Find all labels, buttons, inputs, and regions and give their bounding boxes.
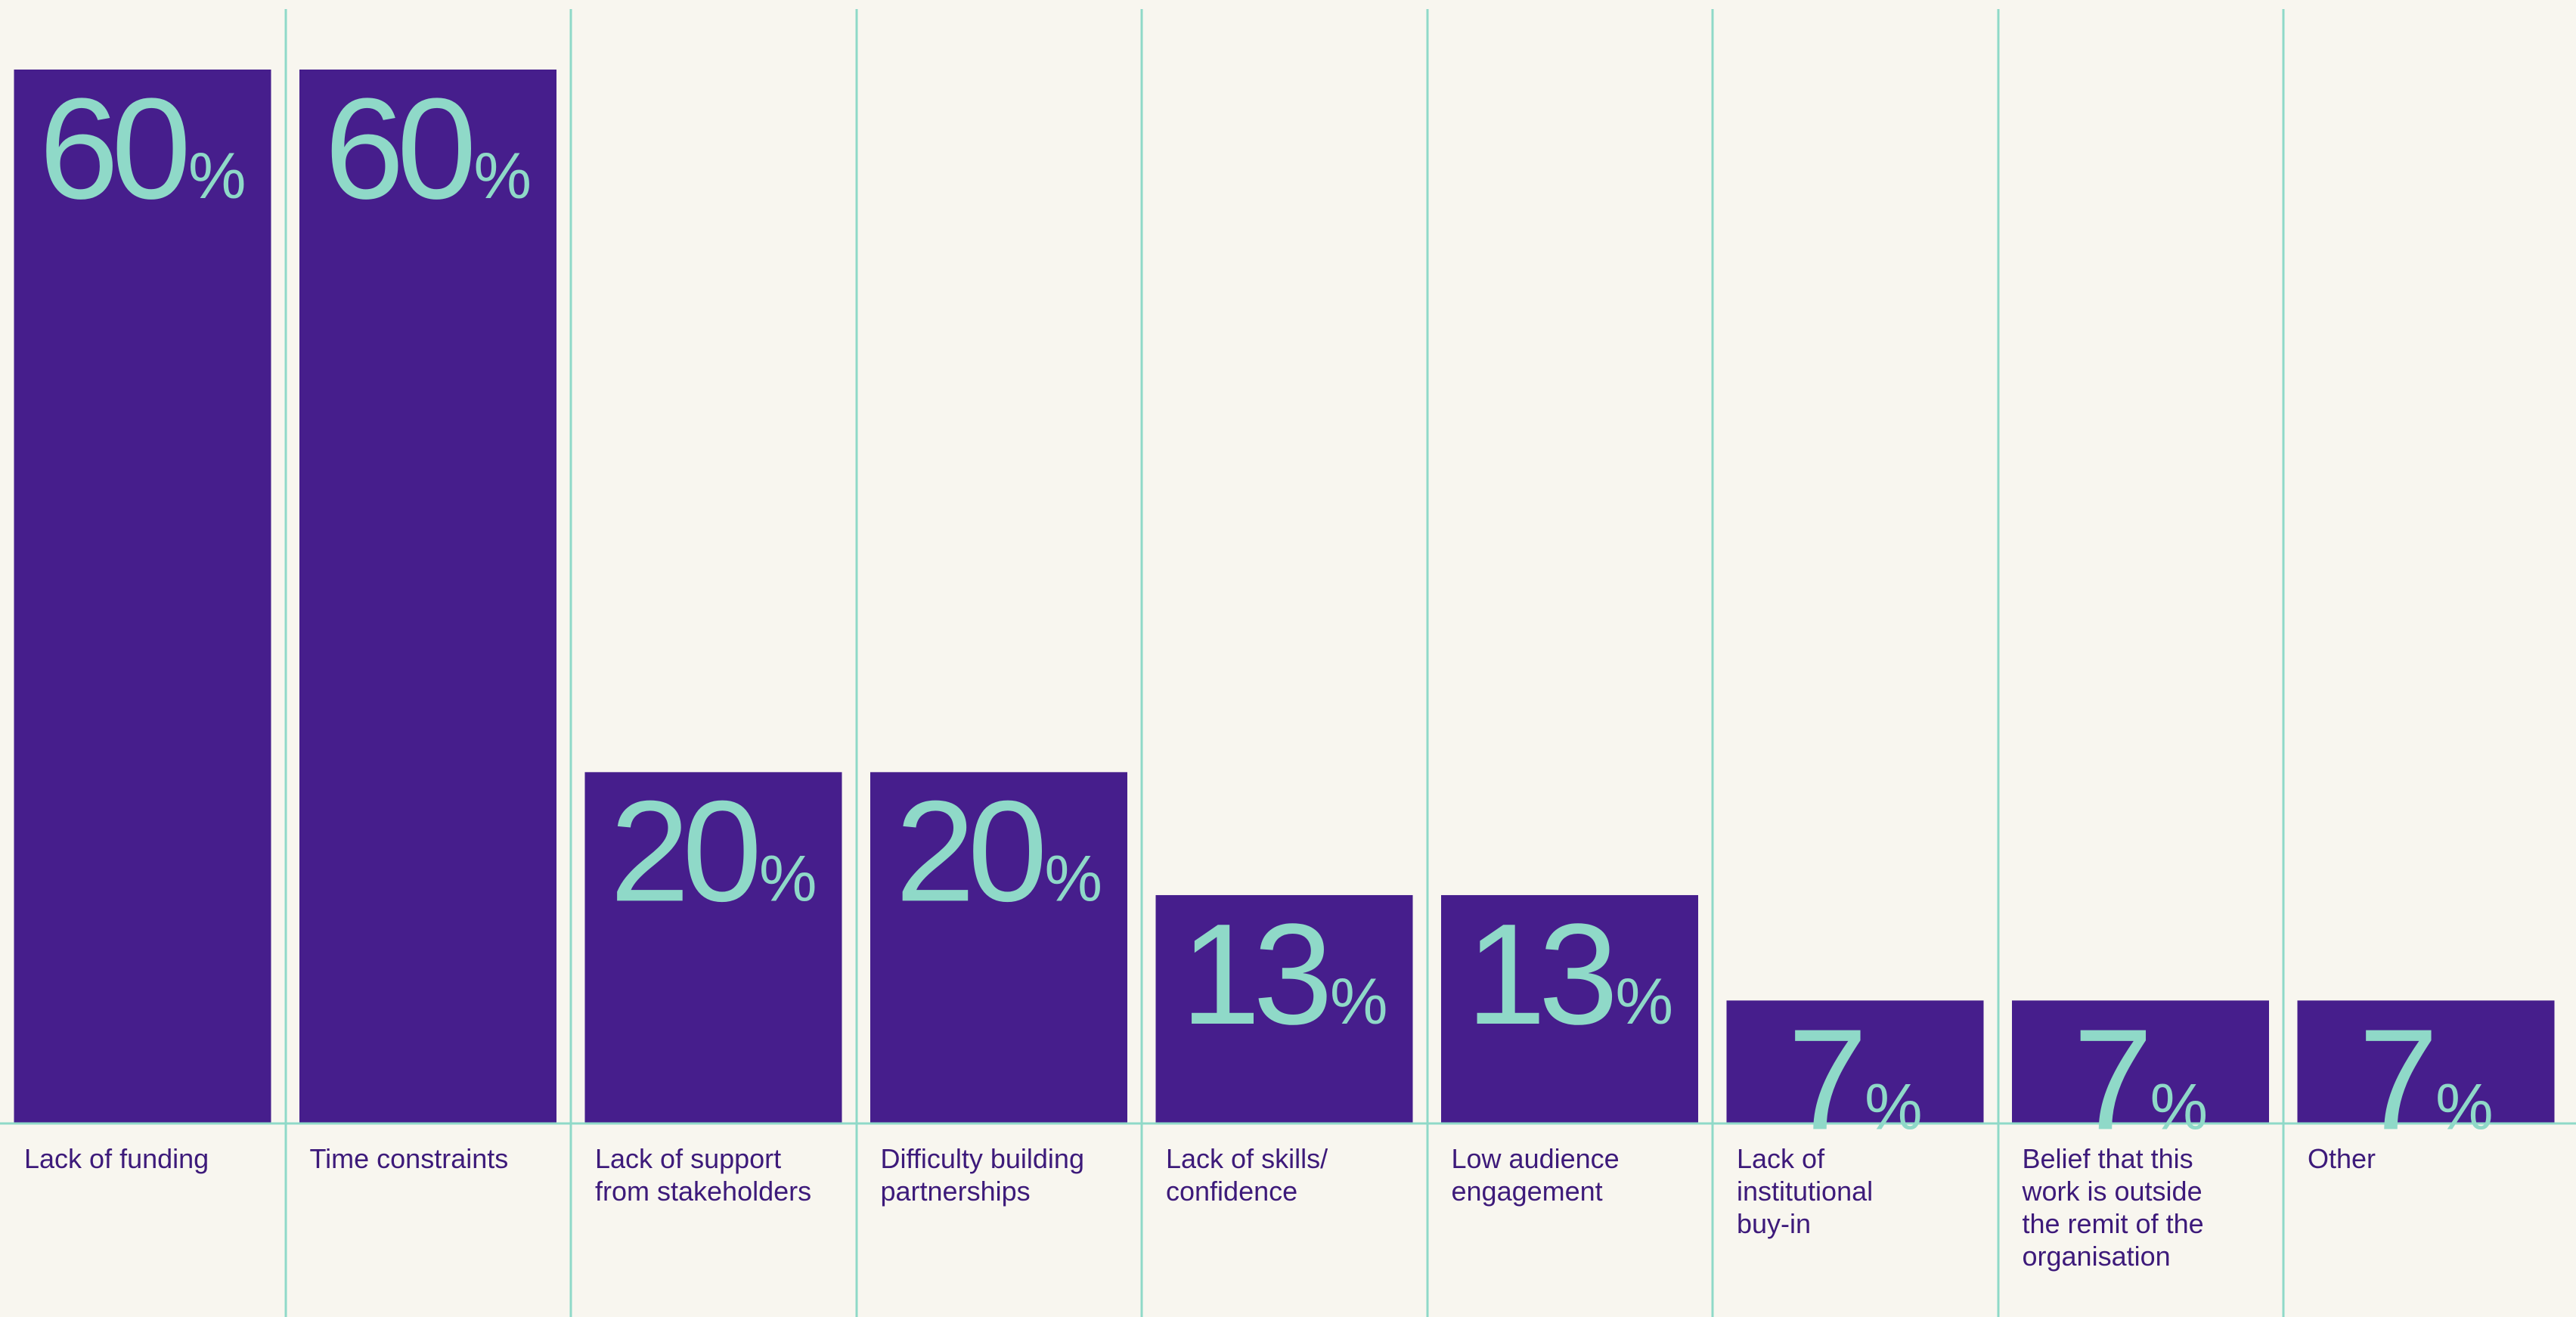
category-label-line: engagement (1452, 1176, 1603, 1207)
bar-value-number: 7 (2358, 999, 2432, 1160)
bar-value-unit: % (1330, 965, 1387, 1038)
category-label-line: from stakeholders (595, 1176, 811, 1207)
bar (870, 772, 1127, 1123)
bar-group: 7% (2012, 999, 2269, 1160)
category-label-line: work is outside (2022, 1176, 2202, 1207)
bar-value-unit: % (473, 140, 531, 212)
bar-value-unit: % (1865, 1071, 1922, 1143)
category-label: Lack of funding (24, 1143, 209, 1174)
category-label-line: organisation (2023, 1241, 2171, 1272)
category-label-line: Other (2308, 1143, 2376, 1174)
bar-value-label: 7% (2073, 999, 2208, 1160)
category-label-line: Difficulty building (881, 1143, 1084, 1174)
bar-value-unit: % (1044, 842, 1102, 915)
bar-group: 7% (1726, 999, 1984, 1160)
category-label: Lack of support from stakeholders (595, 1143, 811, 1207)
bar-value-number: 13 (1466, 894, 1613, 1055)
category-label-line: institutional (1737, 1176, 1873, 1207)
column-dividers (284, 9, 2285, 1317)
bar-value-label: 7% (1787, 999, 1922, 1160)
bar-value-unit: % (1615, 965, 1672, 1038)
bar-value-unit: % (2150, 1071, 2208, 1143)
bar-group: 60% (14, 69, 271, 1123)
category-label: Lack of institutional buy-in (1737, 1143, 1873, 1239)
bar-value-number: 20 (610, 771, 758, 931)
category-label: Time constraints (310, 1143, 509, 1174)
bar-value-number: 7 (2073, 999, 2147, 1160)
bar-group: 13% (1441, 894, 1698, 1123)
bar-value-number: 7 (1787, 999, 1861, 1160)
bar (14, 70, 271, 1123)
bar-value-label: 20% (610, 771, 817, 931)
bar-value-unit: % (2435, 1071, 2493, 1143)
bar-value-unit: % (759, 842, 817, 915)
category-label-line: Lack of skills/ (1166, 1143, 1328, 1174)
category-label: Low audience engagement (1452, 1143, 1620, 1207)
category-label-line: confidence (1166, 1176, 1297, 1207)
category-label: Other (2308, 1143, 2376, 1174)
category-label-line: Belief that this (2023, 1143, 2193, 1174)
category-label-line: Low audience (1452, 1143, 1620, 1174)
category-label-line: the remit of the (2023, 1208, 2204, 1239)
bar-group: 60% (299, 69, 556, 1123)
bar (1155, 894, 1413, 1123)
category-label-line: Lack of funding (24, 1143, 209, 1174)
category-label-line: Lack of (1737, 1143, 1825, 1174)
bar-group: 20% (870, 771, 1127, 1123)
bar-value-label: 13% (1181, 894, 1388, 1055)
bar-value-label: 20% (895, 771, 1102, 931)
category-label: Belief that this work is outside the remit… (2022, 1143, 2204, 1272)
bar (299, 70, 556, 1123)
bar-value-label: 13% (1466, 894, 1673, 1055)
bar-value-number: 60 (39, 69, 187, 229)
category-label: Difficulty building partnerships (881, 1143, 1084, 1207)
bar-value-label: 7% (2358, 999, 2493, 1160)
bar-group: 20% (584, 771, 842, 1123)
category-label-line: Time constraints (310, 1143, 509, 1174)
bar-value-number: 13 (1181, 894, 1328, 1055)
bar-value-unit: % (188, 140, 246, 212)
bar (1441, 894, 1698, 1123)
bar (2012, 1000, 2269, 1123)
category-label-line: buy-in (1737, 1208, 1811, 1239)
bar-group: 7% (2297, 999, 2555, 1160)
bar-value-label: 60% (324, 69, 532, 229)
bar (2297, 1000, 2555, 1123)
bar-value-number: 20 (895, 771, 1043, 931)
category-labels: Lack of funding Time constraints Lack of s… (24, 1143, 2376, 1272)
bar-value-number: 60 (324, 69, 472, 229)
bar-group: 13% (1155, 894, 1413, 1123)
bar-value-label: 60% (39, 69, 246, 229)
bar (584, 772, 842, 1123)
category-label-line: Lack of support (595, 1143, 781, 1174)
bars: 60% 60%20% 20%13% 13% 7% 7% 7% (14, 69, 2555, 1160)
category-label-line: partnerships (881, 1176, 1031, 1207)
category-label: Lack of skills/confidence (1166, 1143, 1328, 1207)
bar (1726, 1000, 1984, 1123)
